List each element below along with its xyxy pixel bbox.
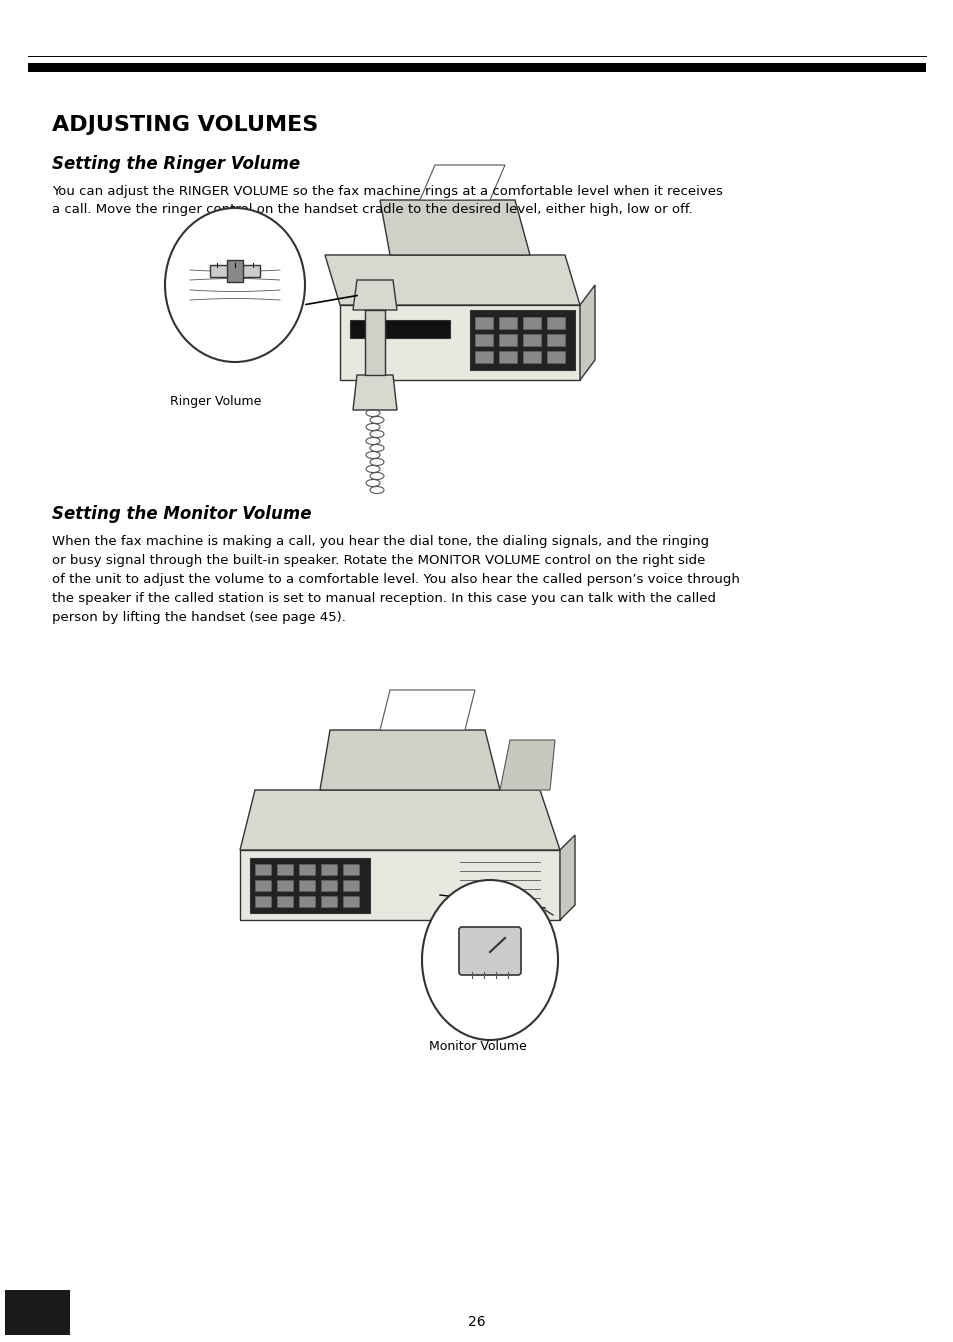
Text: You can adjust the RINGER VOLUME so the fax machine rings at a comfortable level: You can adjust the RINGER VOLUME so the … — [52, 185, 722, 199]
Bar — [276, 880, 293, 891]
Text: When the fax machine is making a call, you hear the dial tone, the dialing signa: When the fax machine is making a call, y… — [52, 535, 709, 548]
Text: or busy signal through the built-in speaker. Rotate the MONITOR VOLUME control o: or busy signal through the built-in spea… — [52, 554, 705, 568]
Bar — [320, 864, 336, 875]
Text: person by lifting the handset (see page 45).: person by lifting the handset (see page … — [52, 611, 346, 624]
Bar — [365, 310, 385, 374]
Polygon shape — [579, 285, 595, 380]
Bar — [227, 260, 243, 282]
Polygon shape — [240, 849, 559, 921]
Bar — [522, 352, 540, 362]
Polygon shape — [353, 374, 396, 411]
Bar — [28, 63, 925, 72]
Bar — [498, 352, 517, 362]
Polygon shape — [339, 305, 579, 380]
Bar — [350, 319, 450, 338]
Bar — [254, 896, 271, 907]
Bar — [320, 880, 336, 891]
Bar — [254, 864, 271, 875]
Text: of the unit to adjust the volume to a comfortable level. You also hear the calle: of the unit to adjust the volume to a co… — [52, 573, 740, 586]
Bar — [343, 864, 358, 875]
Bar — [210, 264, 260, 276]
Bar — [320, 896, 336, 907]
Bar — [498, 334, 517, 346]
Bar — [470, 310, 575, 370]
Bar — [343, 880, 358, 891]
Ellipse shape — [421, 880, 558, 1040]
Bar — [475, 334, 493, 346]
Polygon shape — [379, 200, 530, 255]
Bar — [298, 880, 314, 891]
Polygon shape — [353, 280, 396, 310]
Text: Ringer Volume: Ringer Volume — [170, 395, 261, 408]
Bar — [546, 352, 564, 362]
Bar — [254, 880, 271, 891]
Bar — [298, 896, 314, 907]
Bar — [522, 317, 540, 329]
Bar — [546, 334, 564, 346]
Bar — [5, 1290, 70, 1335]
Bar — [343, 896, 358, 907]
Bar — [522, 334, 540, 346]
Bar — [546, 317, 564, 329]
Text: the speaker if the called station is set to manual reception. In this case you c: the speaker if the called station is set… — [52, 592, 716, 605]
Polygon shape — [379, 690, 475, 730]
Text: 26: 26 — [468, 1315, 485, 1329]
Polygon shape — [419, 165, 504, 200]
Bar — [276, 864, 293, 875]
Polygon shape — [499, 739, 555, 790]
FancyBboxPatch shape — [458, 927, 520, 976]
Polygon shape — [240, 790, 559, 849]
Polygon shape — [319, 730, 499, 790]
Text: Setting the Monitor Volume: Setting the Monitor Volume — [52, 505, 312, 523]
Text: Monitor Volume: Monitor Volume — [429, 1040, 526, 1053]
Text: Setting the Ringer Volume: Setting the Ringer Volume — [52, 154, 300, 173]
Ellipse shape — [165, 208, 305, 362]
Polygon shape — [325, 255, 579, 305]
Bar — [498, 317, 517, 329]
Text: a call. Move the ringer control on the handset cradle to the desired level, eith: a call. Move the ringer control on the h… — [52, 203, 693, 216]
Bar — [298, 864, 314, 875]
Bar — [276, 896, 293, 907]
Text: ADJUSTING VOLUMES: ADJUSTING VOLUMES — [52, 115, 318, 136]
Bar — [250, 858, 370, 913]
Bar — [475, 352, 493, 362]
Bar — [475, 317, 493, 329]
Polygon shape — [559, 835, 575, 921]
